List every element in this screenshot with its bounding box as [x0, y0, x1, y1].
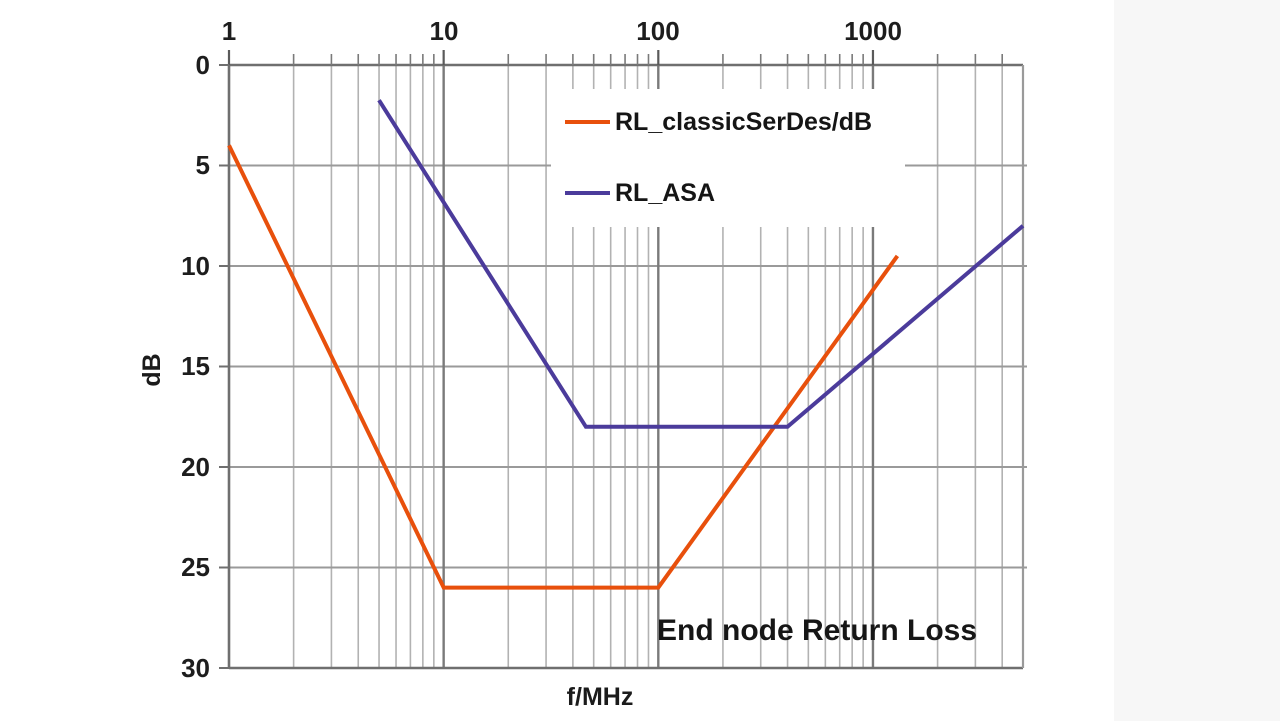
legend-item: RL_ASA — [565, 177, 715, 209]
y-tick-label: 15 — [181, 351, 210, 381]
series-line-rl-asa — [377, 99, 1025, 429]
y-axis-ticks-left — [219, 64, 229, 669]
legend-item-label: RL_classicSerDes/dB — [615, 107, 873, 136]
y-tick-label: 20 — [181, 452, 210, 482]
legend-line-swatch-purple — [565, 191, 610, 195]
legend-line-swatch-orange — [565, 120, 610, 124]
x-tick-label: 100 — [636, 16, 680, 46]
legend-item-label: RL_ASA — [615, 178, 716, 207]
chart-annotation: End node Return Loss — [657, 614, 978, 647]
x-axis-title: f/MHz — [566, 683, 634, 711]
y-tick-label: 25 — [181, 552, 210, 582]
x-tick-label: 10 — [429, 16, 459, 46]
x-axis-ticks-top — [227, 50, 1003, 65]
x-tick-label: 1000 — [844, 16, 902, 46]
legend: RL_classicSerDes/dB RL_ASA — [551, 89, 905, 227]
page-background-band — [1114, 0, 1280, 721]
y-axis-title: dB — [138, 353, 166, 387]
legend-item: RL_classicSerDes/dB — [565, 106, 872, 138]
series-line-rl-classicserdes-db — [227, 144, 900, 590]
y-tick-label: 0 — [195, 50, 210, 80]
y-tick-label: 10 — [181, 251, 210, 281]
y-tick-label: 30 — [181, 653, 210, 683]
x-tick-label: 1 — [221, 16, 237, 46]
y-tick-label: 5 — [195, 150, 210, 180]
